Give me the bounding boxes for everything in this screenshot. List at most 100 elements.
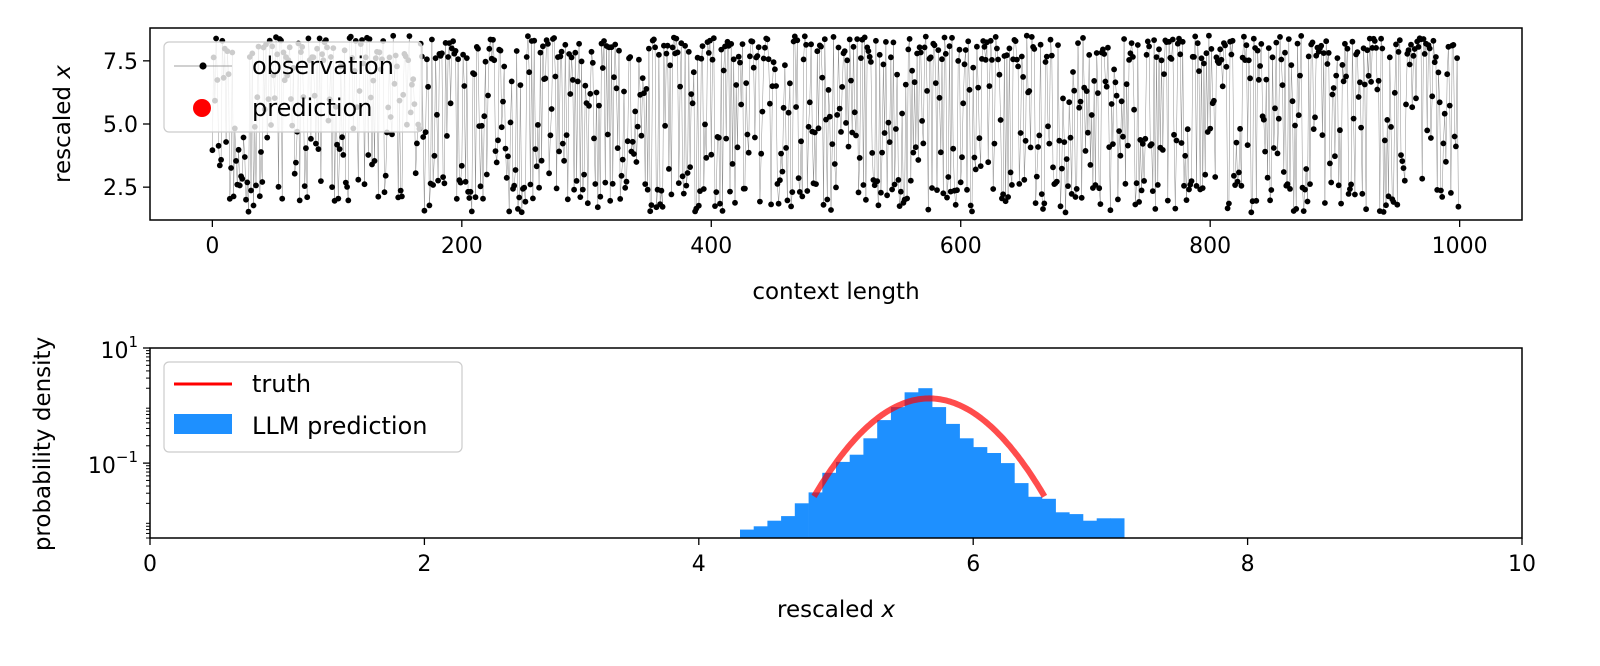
observation-point xyxy=(1265,45,1272,51)
panel1-y-ticks: 2.5 5.0 7.5 xyxy=(103,50,150,201)
observation-point xyxy=(1454,55,1460,61)
histogram-bar xyxy=(1110,518,1125,538)
observation-point xyxy=(927,54,934,61)
observation-point xyxy=(1280,169,1287,175)
observation-point xyxy=(879,149,885,156)
histogram-bar xyxy=(781,516,796,538)
observation-point xyxy=(828,207,834,213)
observation-point xyxy=(1323,38,1330,45)
observation-point xyxy=(668,191,675,198)
observation-point xyxy=(785,109,792,116)
observation-point xyxy=(1182,152,1189,159)
observation-point xyxy=(1207,125,1214,132)
observation-point xyxy=(1020,74,1026,80)
observation-point xyxy=(516,194,523,201)
observation-point xyxy=(1436,99,1443,106)
observation-point xyxy=(673,35,680,42)
observation-point xyxy=(987,37,994,44)
observation-point xyxy=(884,192,890,199)
observation-point xyxy=(642,181,649,188)
observation-point xyxy=(1028,34,1035,40)
observation-point xyxy=(1211,97,1217,104)
observation-point xyxy=(1229,37,1236,44)
observation-point xyxy=(936,94,943,101)
observation-point xyxy=(1287,186,1293,192)
observation-point xyxy=(889,186,895,193)
observation-point xyxy=(851,109,858,116)
observation-point xyxy=(553,185,560,192)
observation-point xyxy=(361,181,368,188)
observation-point xyxy=(659,203,666,210)
observation-point xyxy=(755,44,762,51)
observation-point xyxy=(305,35,312,42)
histogram-bar xyxy=(1069,514,1084,538)
histogram-bar xyxy=(753,526,768,538)
observation-point xyxy=(1073,186,1080,192)
observation-point xyxy=(737,59,743,66)
observation-point xyxy=(1393,41,1399,48)
observation-point xyxy=(1262,148,1268,155)
observation-point xyxy=(991,140,998,147)
histogram-bar xyxy=(877,420,892,538)
observation-point xyxy=(876,51,883,58)
observation-point xyxy=(1181,182,1187,189)
observation-point xyxy=(752,134,758,141)
observation-point xyxy=(492,148,499,155)
observation-point xyxy=(820,201,827,208)
observation-point xyxy=(1348,181,1354,188)
observation-point xyxy=(1409,104,1416,111)
observation-point xyxy=(316,35,323,42)
observation-point xyxy=(389,131,395,138)
observation-point xyxy=(944,194,950,201)
observation-point xyxy=(1002,198,1009,205)
observation-point xyxy=(881,130,888,136)
observation-point xyxy=(1400,165,1407,172)
observation-point xyxy=(347,33,354,40)
observation-point xyxy=(1368,78,1374,85)
observation-point xyxy=(687,164,693,171)
observation-point xyxy=(1032,200,1039,207)
observation-point xyxy=(1222,42,1228,49)
observation-point xyxy=(1107,207,1114,214)
x-tick-label: 4 xyxy=(692,552,706,577)
observation-point xyxy=(500,98,506,105)
observation-point xyxy=(1253,197,1260,204)
observation-point xyxy=(1340,78,1347,85)
observation-point xyxy=(656,51,662,58)
observation-point xyxy=(1270,145,1277,151)
observation-point xyxy=(1453,143,1459,150)
observation-point xyxy=(945,174,952,180)
observation-point xyxy=(450,38,456,45)
observation-point xyxy=(646,45,652,52)
y-tick-label: 2.5 xyxy=(103,176,138,201)
observation-point xyxy=(1021,176,1028,183)
observation-point xyxy=(629,138,636,145)
observation-point xyxy=(989,57,995,63)
observation-point xyxy=(1288,62,1295,68)
observation-point xyxy=(1289,98,1296,105)
observation-point xyxy=(735,53,742,60)
observation-point xyxy=(584,200,591,207)
observation-point xyxy=(911,79,918,86)
x-tick-label: 2 xyxy=(417,552,431,577)
observation-point xyxy=(703,154,710,161)
observation-point xyxy=(430,182,436,188)
observation-point xyxy=(634,123,641,130)
y-tick-label: 7.5 xyxy=(103,50,138,75)
panel2-y-axis-label: probability density xyxy=(30,337,56,551)
observation-point xyxy=(734,144,741,151)
histogram-bar xyxy=(1014,483,1029,538)
observation-point xyxy=(1072,194,1079,200)
observation-point xyxy=(1171,131,1177,138)
observation-point xyxy=(1092,182,1099,188)
observation-point xyxy=(669,44,676,51)
observation-point xyxy=(1428,135,1434,141)
observation-point xyxy=(959,154,965,161)
observation-point xyxy=(1255,76,1262,83)
observation-point xyxy=(1350,115,1357,122)
observation-point xyxy=(1056,137,1063,144)
observation-point xyxy=(545,41,551,47)
observation-point xyxy=(1250,35,1257,42)
observation-point xyxy=(732,199,738,206)
observation-point xyxy=(435,177,441,184)
